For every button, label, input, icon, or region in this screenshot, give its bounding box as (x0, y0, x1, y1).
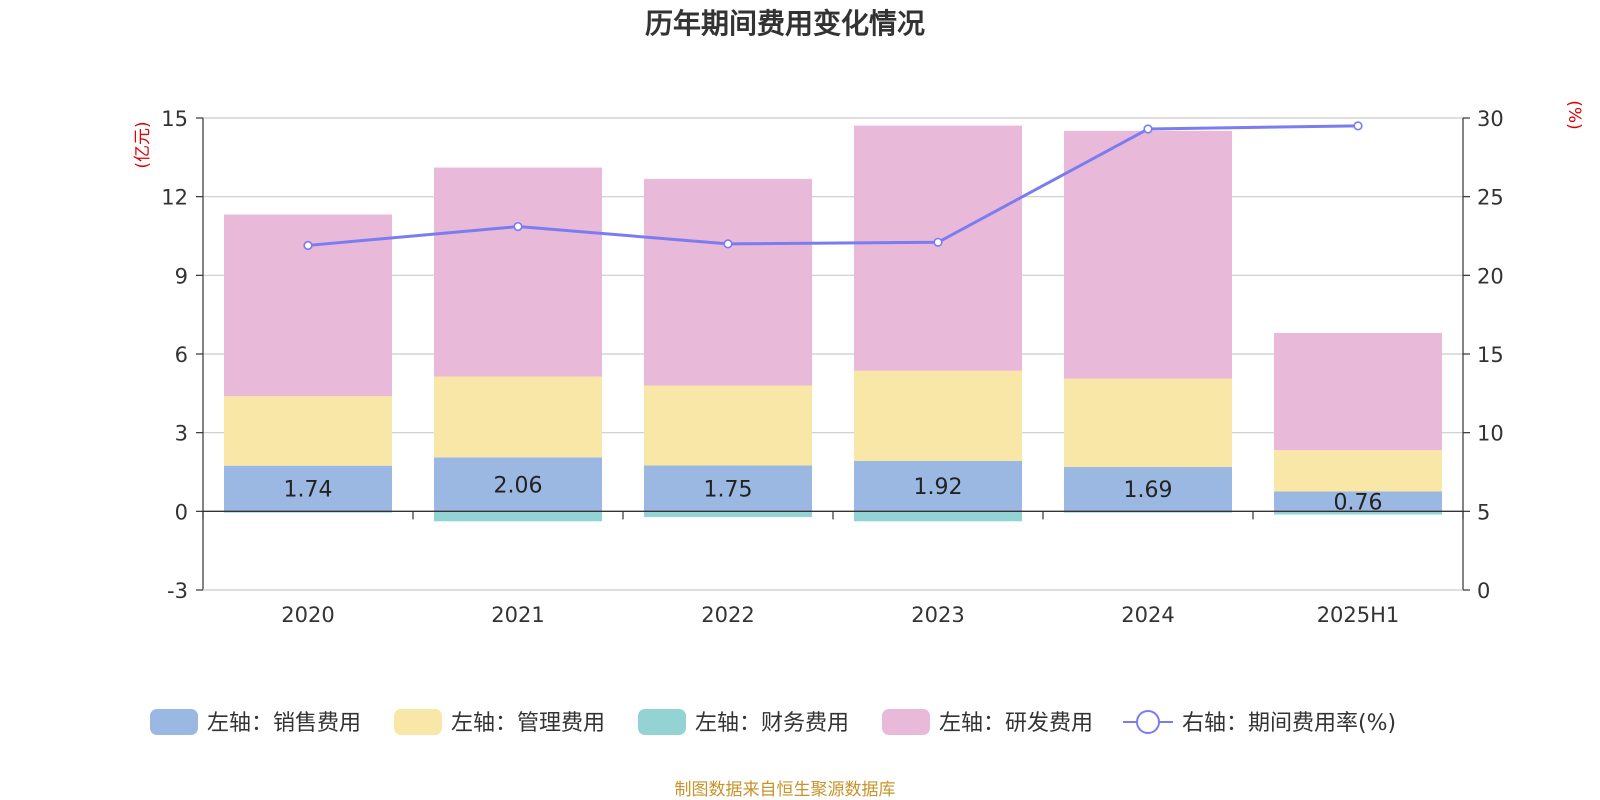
left-axis-unit: (亿元) (133, 121, 153, 168)
expense-rate-line (303, 121, 1363, 251)
bar-segment (434, 457, 602, 512)
x-tick-label: 2020 (281, 603, 334, 627)
line-point (1353, 121, 1363, 131)
x-tick-label: 2025H1 (1317, 603, 1400, 627)
legend-swatch (394, 709, 442, 735)
bar-data-label: 2.06 (494, 473, 543, 498)
legend-item[interactable]: 左轴：销售费用 (150, 709, 361, 736)
bar-segment (434, 376, 602, 458)
x-tick-label: 2023 (911, 603, 964, 627)
bar-segment (644, 465, 812, 512)
bar-segment (1064, 467, 1232, 512)
legend-label: 左轴：研发费用 (939, 711, 1093, 736)
x-tick-label: 2024 (1121, 603, 1174, 627)
grid-lines (203, 117, 1463, 434)
bar-segment (1064, 378, 1232, 468)
bar-series (224, 125, 1442, 522)
legend: 左轴：销售费用 左轴：管理费用 左轴：财务费用 左轴：研发费用 右轴：期间费用率(%) (150, 709, 1396, 736)
x-tick-label: 2021 (491, 603, 544, 627)
bar-segment (644, 178, 812, 386)
source-note: 制图数据来自恒生聚源数据库 (675, 780, 896, 800)
bar-segment (854, 125, 1022, 371)
line-path (307, 124, 1359, 247)
left-tick-label: -3 (167, 579, 188, 603)
line-point (933, 237, 943, 247)
bar-segment (854, 370, 1022, 461)
bar-segment (1064, 130, 1232, 379)
legend-item[interactable]: 右轴：期间费用率(%) (1123, 710, 1396, 736)
x-tick-label: 2022 (701, 603, 754, 627)
right-axis-unit: (%) (1564, 100, 1584, 129)
legend-swatch (638, 709, 686, 735)
line-point (303, 240, 313, 251)
left-tick-label: 15 (161, 107, 188, 131)
left-tick-label: 0 (175, 500, 188, 524)
bar-segment (854, 460, 1022, 512)
bar-data-label: 1.74 (284, 478, 333, 503)
legend-label: 左轴：财务费用 (695, 711, 849, 736)
bar-segment (644, 385, 812, 466)
line-point (1143, 124, 1153, 134)
bar-data-label: 1.75 (704, 477, 753, 502)
right-tick-label: 15 (1477, 343, 1504, 367)
left-tick-label: 12 (161, 186, 188, 210)
bar-segment (1274, 333, 1442, 451)
bar-segment (224, 396, 392, 466)
bar-segment (434, 167, 602, 377)
bar-segment (434, 511, 602, 522)
bar-data-label: 1.69 (1124, 478, 1173, 503)
left-tick-label: 6 (175, 343, 188, 367)
bar-segment (1274, 450, 1442, 492)
legend-label: 左轴：销售费用 (207, 711, 361, 736)
legend-swatch (150, 709, 198, 735)
left-tick-label: 9 (175, 264, 188, 288)
legend-label: 左轴：管理费用 (451, 711, 605, 736)
left-tick-label: 3 (175, 422, 188, 446)
right-tick-label: 20 (1477, 264, 1504, 288)
bar-segment (644, 511, 812, 518)
line-point (723, 239, 733, 249)
legend-item[interactable]: 左轴：研发费用 (882, 709, 1093, 736)
right-tick-label: 5 (1477, 500, 1490, 524)
bar-data-label: 0.76 (1334, 490, 1383, 515)
right-tick-label: 0 (1477, 579, 1490, 603)
bar-segment (1274, 511, 1442, 515)
legend-marker (1136, 710, 1160, 734)
line-point (513, 221, 523, 232)
legend-item[interactable]: 左轴：财务费用 (638, 709, 849, 736)
right-tick-label: 10 (1477, 422, 1504, 446)
legend-item[interactable]: 左轴：管理费用 (394, 709, 605, 736)
bar-segment (224, 465, 392, 512)
chart-title: 历年期间费用变化情况 (645, 7, 925, 40)
bar-data-label: 1.92 (914, 475, 963, 500)
legend-swatch (882, 709, 930, 735)
legend-label: 右轴：期间费用率(%) (1182, 711, 1396, 736)
right-tick-label: 30 (1477, 107, 1504, 131)
bar-segment (854, 511, 1022, 522)
bar-segment (1274, 491, 1442, 512)
right-tick-label: 25 (1477, 186, 1504, 210)
data-labels: 1.74 2.06 1.75 1.92 1.69 0.76 (284, 473, 1383, 515)
